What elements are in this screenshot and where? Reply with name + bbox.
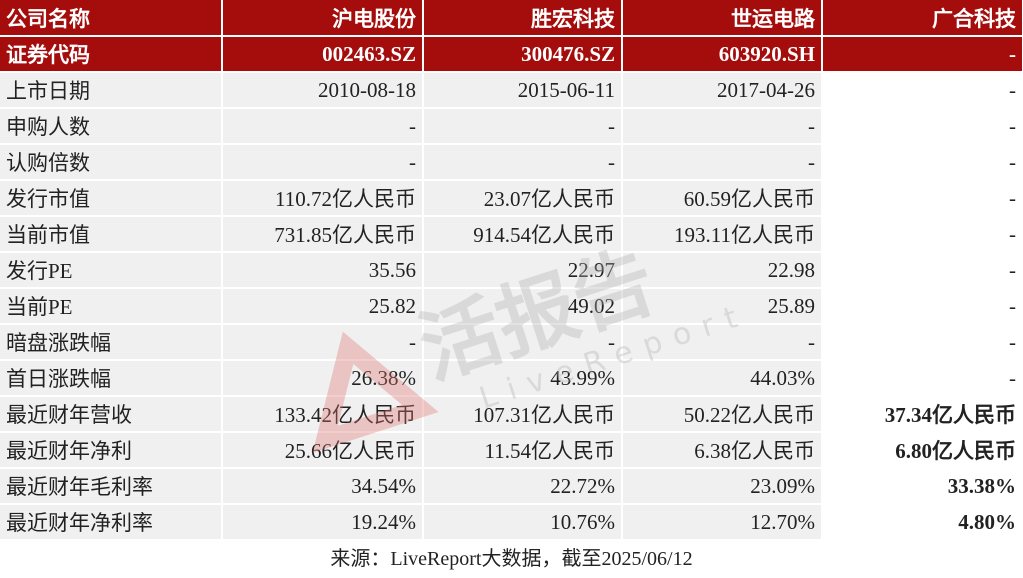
cell: - bbox=[622, 324, 823, 361]
cell: 22.98 bbox=[622, 252, 823, 289]
source-note: 来源：LiveReport大数据，截至2025/06/12 bbox=[330, 548, 693, 570]
table-row: 首日涨跌幅 26.38% 43.99% 44.03% - bbox=[0, 360, 1023, 397]
table-row: 申购人数 - - - - bbox=[0, 108, 1023, 145]
cell: 731.85亿人民币 bbox=[222, 216, 424, 253]
cell: 世运电路 bbox=[622, 0, 823, 37]
cell: - bbox=[622, 108, 823, 145]
cell: - bbox=[822, 324, 1023, 361]
cell: 33.38% bbox=[822, 468, 1023, 505]
table-row: 暗盘涨跌幅 - - - - bbox=[0, 324, 1023, 361]
cell: 25.89 bbox=[622, 288, 823, 325]
cell: 19.24% bbox=[222, 504, 424, 541]
cell: - bbox=[822, 216, 1023, 253]
row-label: 证券代码 bbox=[0, 36, 223, 73]
table-row: 最近财年净利 25.66亿人民币 11.54亿人民币 6.38亿人民币 6.80亿人民币 bbox=[0, 432, 1023, 469]
cell: - bbox=[822, 360, 1023, 397]
cell: 6.80亿人民币 bbox=[822, 432, 1023, 469]
cell: 107.31亿人民币 bbox=[423, 396, 623, 433]
cell: 26.38% bbox=[222, 360, 424, 397]
cell: 914.54亿人民币 bbox=[423, 216, 623, 253]
cell: 10.76% bbox=[423, 504, 623, 541]
cell: - bbox=[222, 324, 424, 361]
row-label: 最近财年净利 bbox=[0, 432, 223, 469]
cell: - bbox=[822, 252, 1023, 289]
row-label: 当前PE bbox=[0, 288, 223, 325]
table-row: 认购倍数 - - - - bbox=[0, 144, 1023, 181]
row-label: 最近财年净利率 bbox=[0, 504, 223, 541]
row-label: 认购倍数 bbox=[0, 144, 223, 181]
cell: 25.82 bbox=[222, 288, 424, 325]
cell: 6.38亿人民币 bbox=[622, 432, 823, 469]
row-label: 发行市值 bbox=[0, 180, 223, 217]
cell: 2017-04-26 bbox=[622, 72, 823, 109]
cell: 11.54亿人民币 bbox=[423, 432, 623, 469]
cell: 胜宏科技 bbox=[423, 0, 623, 37]
cell: 60.59亿人民币 bbox=[622, 180, 823, 217]
cell: 23.09% bbox=[622, 468, 823, 505]
cell: - bbox=[822, 108, 1023, 145]
table-row: 发行市值 110.72亿人民币 23.07亿人民币 60.59亿人民币 - bbox=[0, 180, 1023, 217]
cell: 2015-06-11 bbox=[423, 72, 623, 109]
cell: 沪电股份 bbox=[222, 0, 424, 37]
table-row: 发行PE 35.56 22.97 22.98- bbox=[0, 252, 1023, 289]
cell: 133.42亿人民币 bbox=[222, 396, 424, 433]
cell: 2010-08-18 bbox=[222, 72, 424, 109]
cell: 37.34亿人民币 bbox=[822, 396, 1023, 433]
cell: - bbox=[222, 108, 424, 145]
cell: 22.72% bbox=[423, 468, 623, 505]
table-row: 最近财年毛利率 34.54% 22.72% 23.09% 33.38% bbox=[0, 468, 1023, 505]
cell: 193.11亿人民币 bbox=[622, 216, 823, 253]
cell: - bbox=[423, 108, 623, 145]
cell: 50.22亿人民币 bbox=[622, 396, 823, 433]
cell: 300476.SZ bbox=[423, 36, 623, 73]
cell: - bbox=[822, 36, 1023, 73]
cell: 44.03% bbox=[622, 360, 823, 397]
cell: - bbox=[423, 144, 623, 181]
table-row: 上市日期 2010-08-18 2015-06-11 2017-04-26- bbox=[0, 72, 1023, 109]
cell: - bbox=[622, 144, 823, 181]
table-row: 最近财年净利率 19.24% 10.76% 12.70% 4.80% bbox=[0, 504, 1023, 541]
cell: 35.56 bbox=[222, 252, 424, 289]
cell: 广合科技 bbox=[822, 0, 1023, 37]
cell: - bbox=[822, 180, 1023, 217]
row-label: 申购人数 bbox=[0, 108, 223, 145]
comparison-table: 公司名称 沪电股份 胜宏科技 世运电路 广合科技 证券代码 002463.SZ 300476.… bbox=[0, 0, 1023, 541]
table-row: 当前市值 731.85亿人民币 914.54亿人民币 193.11亿人民币 - bbox=[0, 216, 1023, 253]
row-label: 公司名称 bbox=[0, 0, 223, 37]
cell: - bbox=[822, 288, 1023, 325]
cell: - bbox=[822, 144, 1023, 181]
cell: 25.66亿人民币 bbox=[222, 432, 424, 469]
row-label: 首日涨跌幅 bbox=[0, 360, 223, 397]
cell: - bbox=[423, 324, 623, 361]
cell: 22.97 bbox=[423, 252, 623, 289]
header-row: 公司名称 沪电股份 胜宏科技 世运电路 广合科技 bbox=[0, 0, 1023, 37]
cell: 49.02 bbox=[423, 288, 623, 325]
row-label: 上市日期 bbox=[0, 72, 223, 109]
table-row: 当前PE 25.82 49.02 25.89- bbox=[0, 288, 1023, 325]
cell: 4.80% bbox=[822, 504, 1023, 541]
table-row: 最近财年营收 133.42亿人民币 107.31亿人民币 50.22亿人民币 37.34… bbox=[0, 396, 1023, 433]
cell: - bbox=[222, 144, 424, 181]
cell: 12.70% bbox=[622, 504, 823, 541]
cell: 603920.SH bbox=[622, 36, 823, 73]
cell: 110.72亿人民币 bbox=[222, 180, 424, 217]
row-label: 发行PE bbox=[0, 252, 223, 289]
row-label: 当前市值 bbox=[0, 216, 223, 253]
cell: 34.54% bbox=[222, 468, 424, 505]
cell: - bbox=[822, 72, 1023, 109]
cell: 43.99% bbox=[423, 360, 623, 397]
row-label: 最近财年毛利率 bbox=[0, 468, 223, 505]
row-label: 最近财年营收 bbox=[0, 396, 223, 433]
header-row: 证券代码 002463.SZ 300476.SZ 603920.SH - bbox=[0, 36, 1023, 73]
cell: 23.07亿人民币 bbox=[423, 180, 623, 217]
row-label: 暗盘涨跌幅 bbox=[0, 324, 223, 361]
cell: 002463.SZ bbox=[222, 36, 424, 73]
